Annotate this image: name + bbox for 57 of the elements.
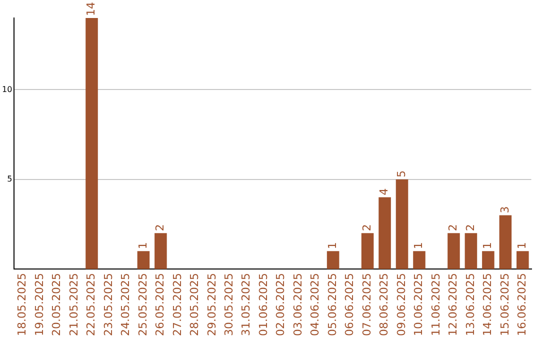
bar	[516, 251, 529, 270]
bar	[396, 179, 408, 270]
x-tick-label: 05.06.2025	[326, 273, 339, 336]
data-label: 3	[498, 206, 512, 214]
bar	[361, 233, 374, 270]
bar	[499, 215, 512, 270]
bar	[137, 251, 150, 270]
x-tick-label: 30.05.2025	[222, 273, 236, 336]
x-tick-label: 15.06.2025	[498, 273, 512, 336]
x-tick-label: 20.05.2025	[50, 273, 64, 336]
bar	[86, 18, 98, 270]
data-label: 1	[326, 242, 339, 250]
x-tick-label: 21.05.2025	[67, 273, 80, 336]
bar	[464, 233, 478, 270]
bar	[413, 251, 426, 270]
x-tick-label: 03.06.2025	[291, 273, 304, 336]
bar	[378, 197, 391, 270]
data-label: 2	[154, 224, 167, 232]
bar	[154, 233, 167, 270]
x-tick-label: 04.06.2025	[308, 273, 322, 336]
x-tick-label: 29.05.2025	[205, 273, 218, 336]
x-tick-label: 16.06.2025	[516, 273, 529, 336]
data-label: 1	[481, 242, 494, 250]
bar	[326, 251, 340, 270]
data-label: 2	[360, 224, 374, 232]
bar	[482, 251, 494, 270]
data-label: 2	[464, 224, 477, 232]
x-tick-label: 22.05.2025	[84, 273, 98, 336]
x-tick-label: 06.06.2025	[343, 273, 356, 336]
x-tick-label: 27.05.2025	[170, 273, 184, 336]
data-label: 4	[378, 188, 391, 196]
x-tick-label: 01.06.2025	[256, 273, 270, 336]
x-tick-label: 02.06.2025	[274, 273, 288, 336]
x-tick-label: 25.05.2025	[136, 273, 150, 336]
x-tick-label: 28.05.2025	[188, 273, 202, 336]
x-tick-label: 14.06.2025	[481, 273, 494, 336]
data-label: 5	[394, 170, 408, 178]
x-tick-label: 09.06.2025	[394, 273, 408, 336]
x-tick-label: 26.05.2025	[154, 273, 167, 336]
x-tick-label: 11.06.2025	[429, 273, 442, 336]
data-label: 1	[516, 242, 529, 250]
x-tick-label: 23.05.2025	[102, 273, 115, 336]
x-tick-label: 07.06.2025	[360, 273, 374, 336]
x-tick-label: 12.06.2025	[446, 273, 460, 336]
bar	[448, 233, 460, 270]
x-tick-label: 08.06.2025	[378, 273, 391, 336]
y-tick-label: 10	[2, 84, 12, 94]
x-tick-label: 10.06.2025	[412, 273, 426, 336]
data-label: 1	[412, 242, 426, 250]
x-tick-label: 24.05.2025	[119, 273, 132, 336]
x-tick-label: 19.05.2025	[32, 273, 46, 336]
x-tick-label: 13.06.2025	[464, 273, 477, 336]
x-tick-label: 18.05.2025	[16, 273, 29, 336]
data-label: 14	[84, 2, 98, 16]
data-label: 2	[446, 224, 460, 232]
x-tick-label: 31.05.2025	[240, 273, 253, 336]
data-label: 1	[136, 242, 150, 250]
